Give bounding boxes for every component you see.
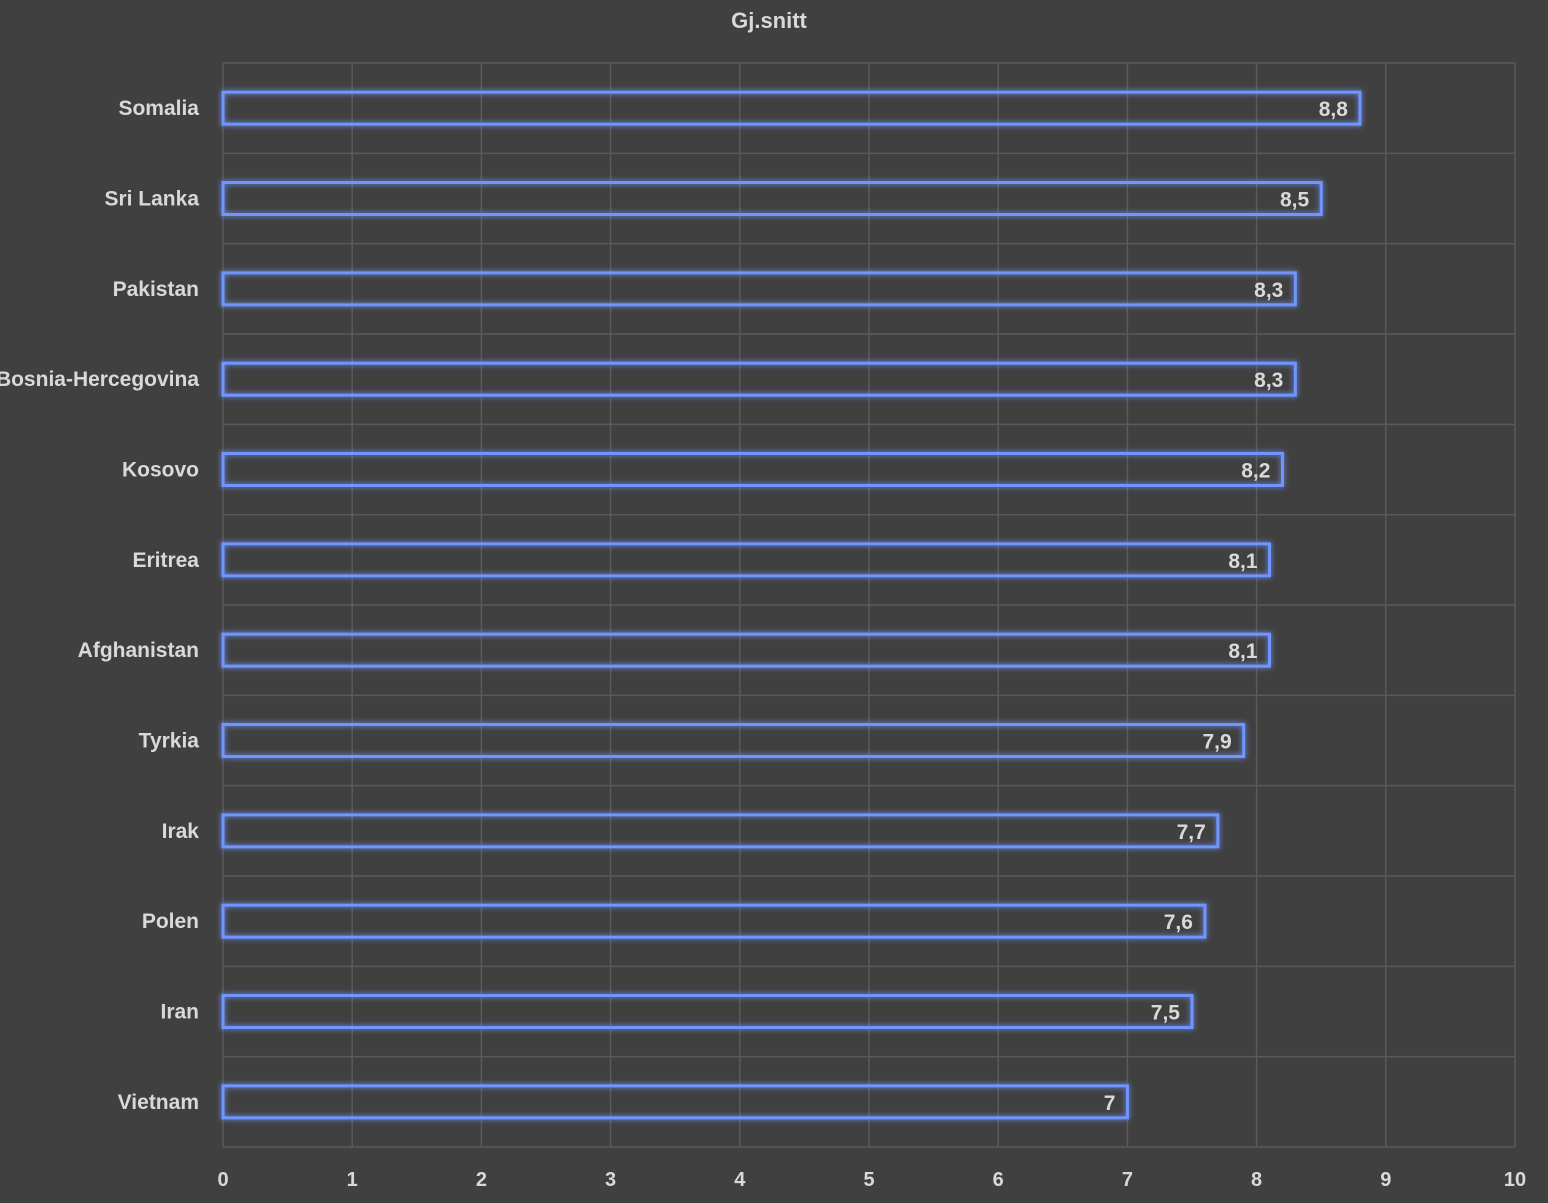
data-label: 8,5 (1280, 189, 1310, 212)
bar (221, 723, 1246, 758)
data-label: 8,1 (1228, 640, 1258, 663)
x-tick-label: 10 (1504, 1169, 1526, 1191)
data-label: 7,6 (1164, 911, 1193, 934)
x-tick-label: 3 (605, 1169, 616, 1191)
bar (221, 632, 1272, 668)
x-tick-label: 8 (1251, 1169, 1262, 1191)
data-label: 8,3 (1254, 369, 1283, 392)
category-label: Afghanistan (78, 639, 199, 662)
data-label: 7,5 (1151, 1002, 1181, 1025)
category-label: Tyrkia (139, 730, 200, 753)
category-label: Eritrea (132, 549, 199, 572)
bar (221, 994, 1194, 1029)
data-label: 8,2 (1241, 460, 1270, 483)
data-label: 7,9 (1202, 731, 1231, 754)
data-label: 7 (1104, 1092, 1116, 1115)
bar (221, 813, 1220, 849)
data-label: 8,3 (1254, 279, 1283, 302)
gridlines (222, 62, 1516, 1148)
category-label: Pakistan (113, 278, 199, 301)
x-tick-label: 9 (1380, 1169, 1391, 1191)
category-label: Iran (160, 1001, 199, 1024)
category-label: Bosnia-Hercegovina (0, 368, 199, 391)
labels: 0 1 2 3 4 5 6 7 8 9 10 Somalia 8,8 Sri Lanka 8,5 Pakist… (0, 97, 1526, 1191)
x-tick-label: 5 (863, 1169, 874, 1191)
bar (221, 361, 1297, 397)
bar (221, 90, 1362, 126)
x-tick-label: 4 (734, 1169, 746, 1191)
bar (221, 271, 1297, 307)
category-label: Polen (142, 910, 199, 933)
x-tick-label: 2 (476, 1169, 487, 1191)
bar (221, 542, 1272, 578)
category-label: Kosovo (122, 459, 199, 482)
x-tick-label: 6 (993, 1169, 1004, 1191)
bar (221, 181, 1323, 216)
bar (221, 903, 1207, 939)
chart-title: Gj.snitt (731, 8, 807, 33)
category-label: Somalia (118, 97, 199, 120)
bar (221, 1084, 1129, 1120)
category-label: Sri Lanka (104, 188, 199, 211)
data-label: 7,7 (1177, 821, 1206, 844)
x-tick-label: 7 (1122, 1169, 1133, 1191)
category-label: Vietnam (118, 1091, 199, 1114)
x-tick-label: 1 (347, 1169, 358, 1191)
x-tick-label: 0 (217, 1169, 228, 1191)
data-label: 8,1 (1228, 550, 1258, 573)
bars (221, 90, 1362, 1120)
category-label: Irak (162, 820, 200, 843)
data-label: 8,8 (1319, 98, 1349, 121)
bar (221, 452, 1284, 487)
